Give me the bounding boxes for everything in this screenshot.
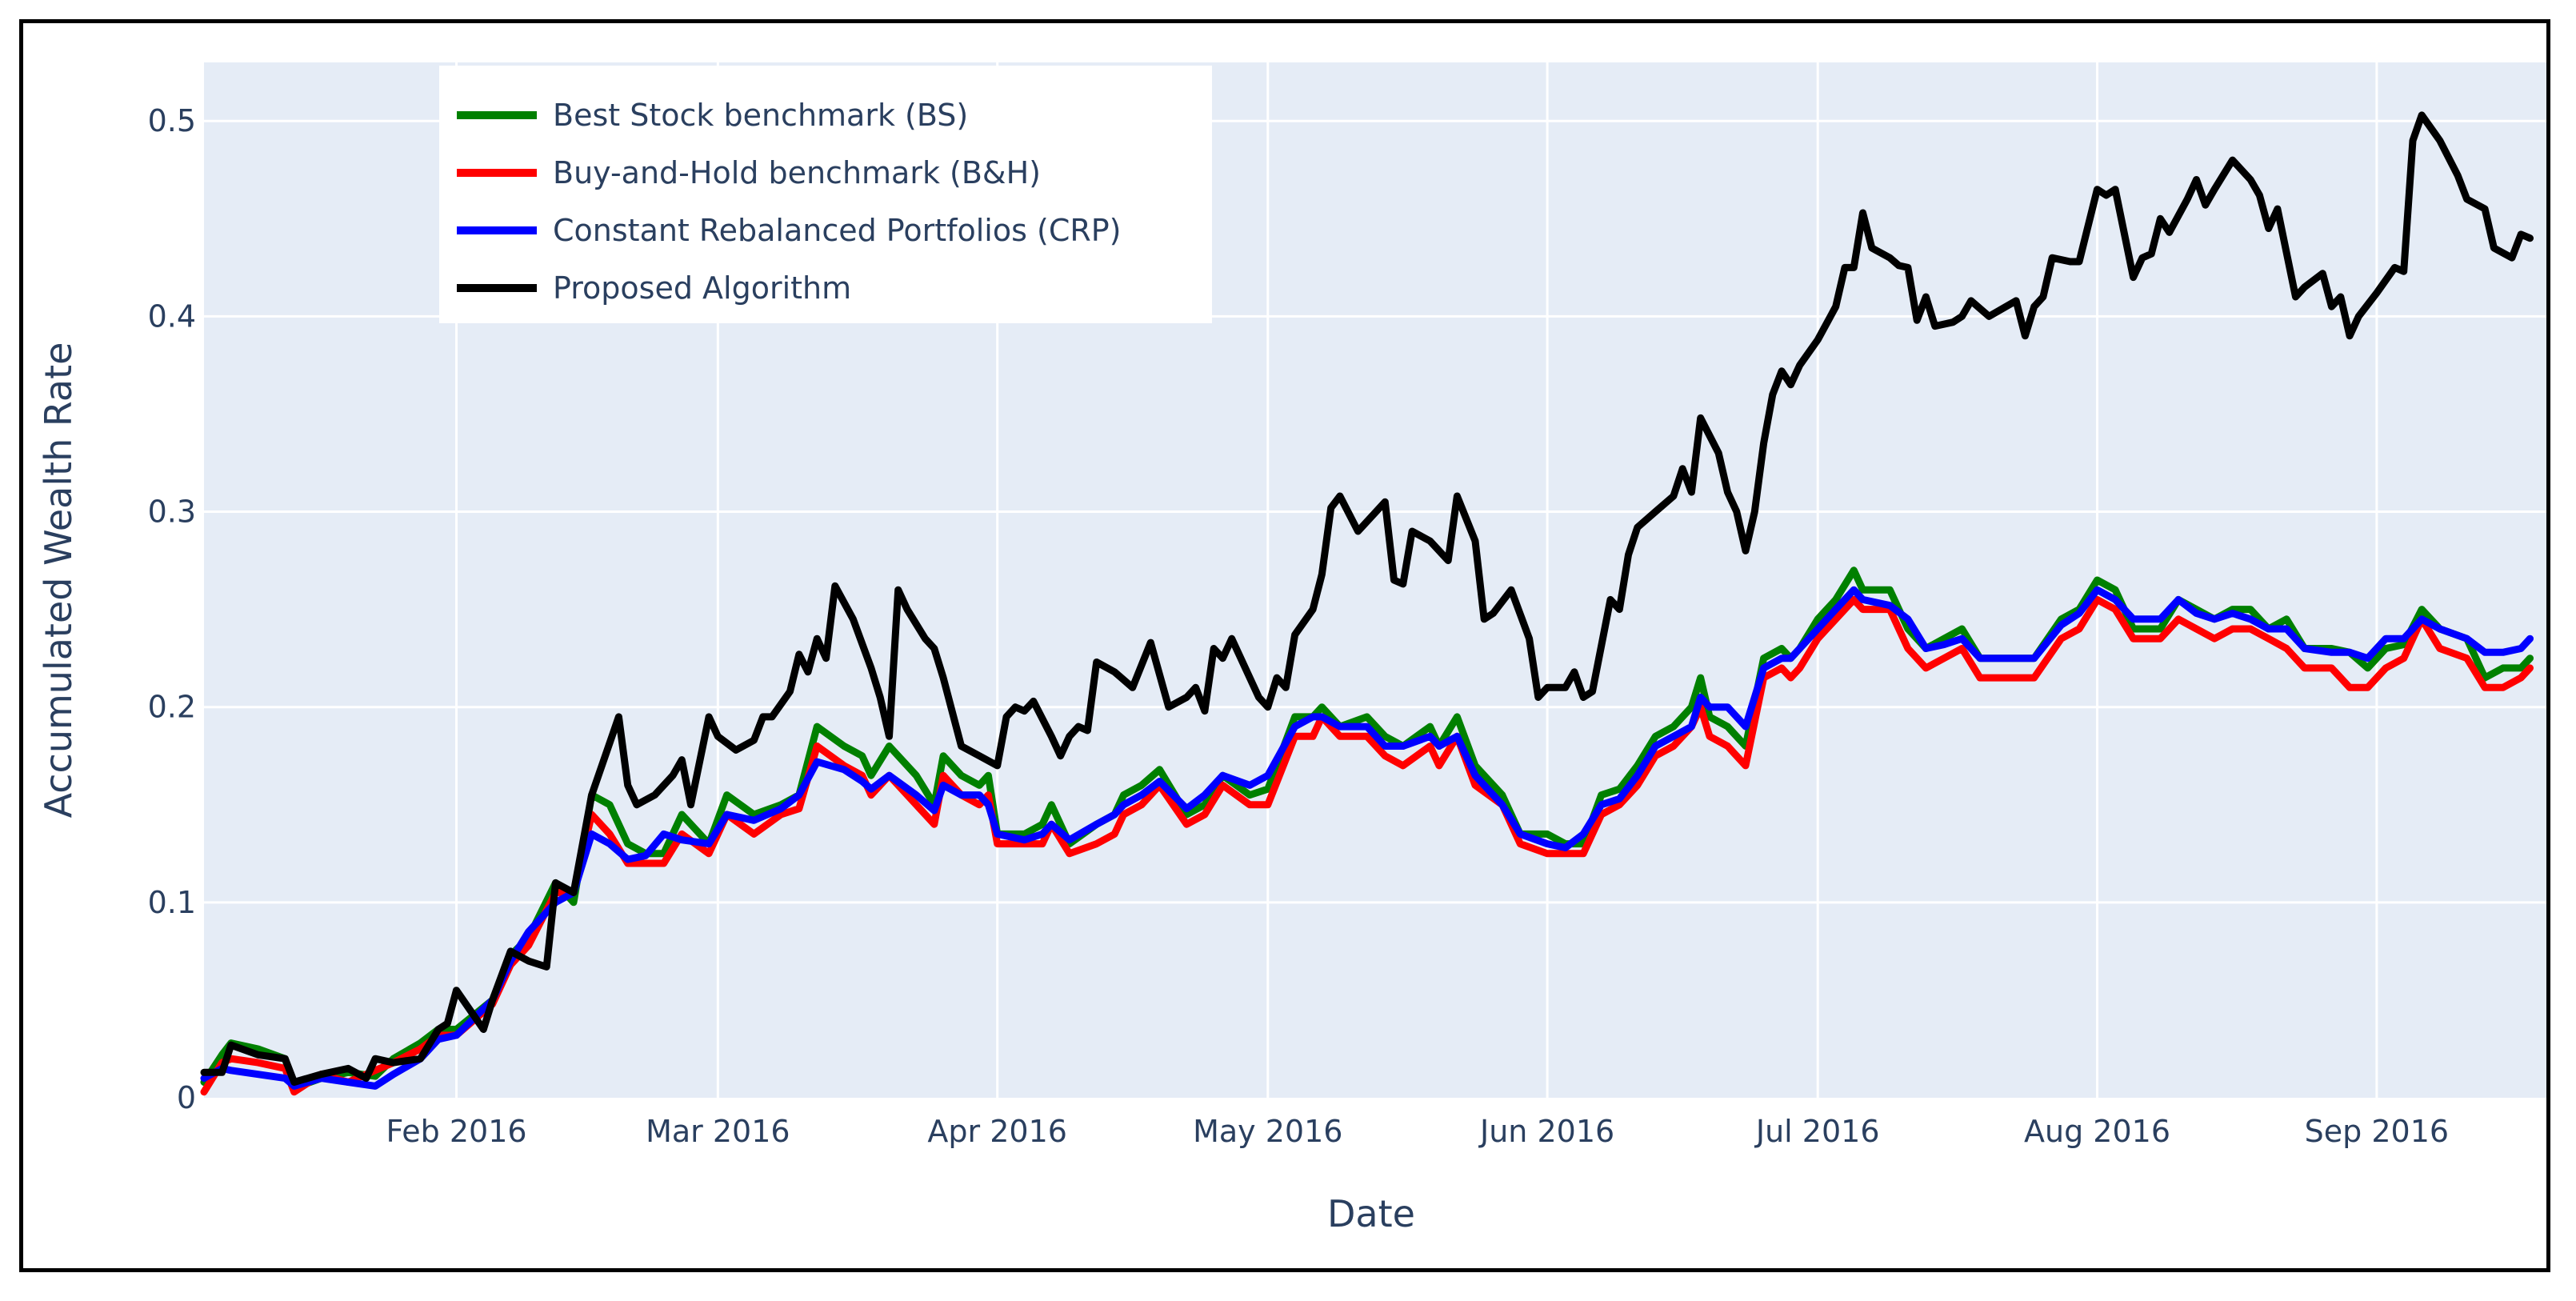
x-tick-label: May 2016 [1193,1114,1342,1149]
y-tick-label: 0.3 [148,494,196,530]
y-tick-label: 0.2 [148,690,196,725]
y-tick-labels: 0 0.1 0.2 0.3 0.4 0.5 [148,103,196,1115]
legend-box [439,66,1212,323]
line-chart: 0 0.1 0.2 0.3 0.4 0.5 Feb 2016 Mar 2016 Apr 201… [37,62,2546,1235]
x-tick-label: Aug 2016 [2024,1114,2170,1149]
legend: Best Stock benchmark (BS) Buy-and-Hold be… [439,66,1212,323]
x-tick-labels: Feb 2016 Mar 2016 Apr 2016 May 2016 Jun 2016… [386,1114,2449,1149]
x-tick-label: Feb 2016 [386,1114,526,1149]
x-tick-label: Apr 2016 [927,1114,1067,1149]
x-tick-label: Sep 2016 [2305,1114,2449,1149]
x-tick-label: Jul 2016 [1754,1114,1880,1149]
y-tick-label: 0.1 [148,885,196,920]
y-tick-label: 0 [177,1080,196,1115]
legend-items: Best Stock benchmark (BS) Buy-and-Hold be… [457,98,1122,306]
series-line-3 [200,111,2534,1086]
series-layer [200,111,2534,1096]
x-tick-label: Mar 2016 [646,1114,790,1149]
series-line-1 [200,595,2534,1096]
x-axis-title: Date [1327,1192,1415,1235]
chart-frame: 0 0.1 0.2 0.3 0.4 0.5 Feb 2016 Mar 2016 Apr 201… [19,19,2550,1272]
legend-label-2: Constant Rebalanced Portfolios (CRP) [553,213,1122,248]
y-tick-label: 0.4 [148,298,196,334]
y-tick-label: 0.5 [148,103,196,138]
x-tick-label: Jun 2016 [1478,1114,1614,1149]
legend-label-0: Best Stock benchmark (BS) [553,98,968,133]
legend-label-3: Proposed Algorithm [553,270,851,306]
y-axis-title: Accumulated Wealth Rate [37,342,80,819]
series-line-2 [200,586,2534,1090]
legend-label-1: Buy-and-Hold benchmark (B&H) [553,155,1041,190]
